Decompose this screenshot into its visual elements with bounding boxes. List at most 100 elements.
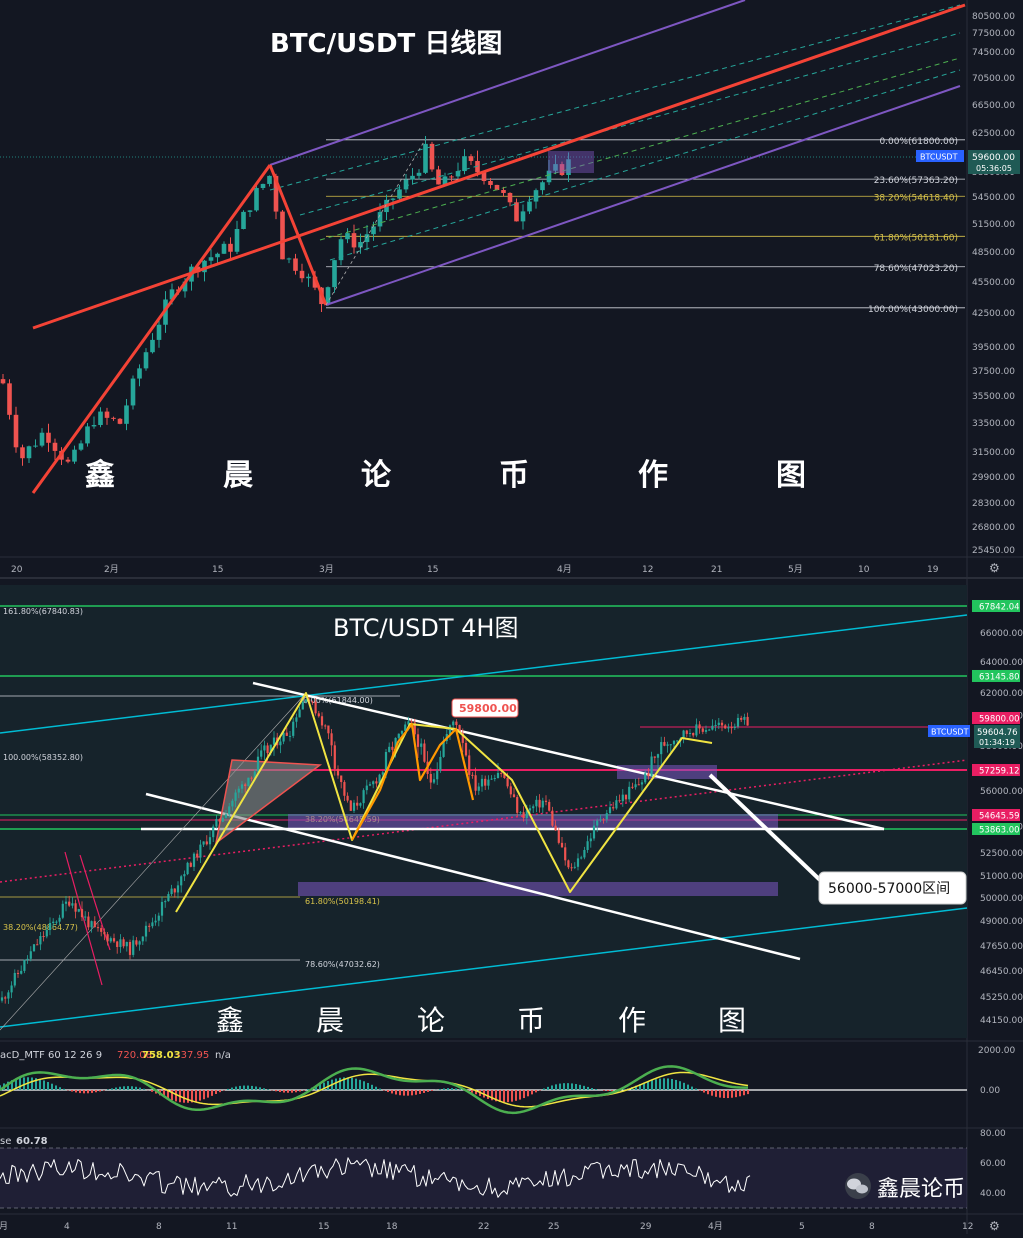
h4-candle (551, 811, 553, 826)
h4-candle (59, 918, 61, 922)
h4-candle (676, 740, 678, 741)
daily-y-tick-label: 26800.00 (972, 523, 1015, 533)
macd-histogram-bar (659, 1079, 661, 1090)
h4-candle (660, 742, 662, 754)
h4-x-tick-label: 29 (640, 1222, 652, 1232)
daily-candle (137, 368, 142, 378)
daily-candle (222, 244, 227, 254)
h4-candle (46, 930, 48, 936)
macd-histogram-bar (363, 1081, 365, 1090)
daily-candle (124, 405, 129, 423)
macd-histogram-bar (199, 1090, 201, 1101)
daily-settings-gear-icon[interactable]: ⚙ (989, 561, 1000, 575)
macd-histogram-bar (747, 1090, 749, 1094)
macd-histogram-bar (411, 1090, 413, 1095)
h4-candle (14, 973, 16, 986)
macd-histogram-bar (415, 1090, 417, 1095)
h4-level-tag-text: 67842.04 (979, 603, 1020, 613)
macd-histogram-bar (111, 1088, 113, 1090)
daily-y-tick-label: 37500.00 (972, 367, 1015, 377)
macd-histogram-bar (427, 1090, 429, 1092)
h4-candle (567, 860, 569, 867)
macd-histogram-bar (559, 1084, 561, 1090)
h4-y-tick-label: 45250.00 (980, 993, 1023, 1003)
daily-candle (111, 418, 116, 419)
h4-candle (251, 778, 253, 779)
h4-settings-gear-icon[interactable]: ⚙ (989, 1219, 1000, 1233)
h4-candle (75, 903, 77, 911)
daily-candle (228, 244, 233, 252)
h4-candle (468, 755, 470, 774)
macd-histogram-bar (579, 1085, 581, 1090)
macd-histogram-bar (651, 1080, 653, 1090)
daily-candle (248, 210, 253, 212)
h4-candle (81, 909, 83, 917)
h4-candle (263, 745, 265, 750)
macd-histogram-bar (127, 1086, 129, 1090)
macd-histogram-bar (335, 1079, 337, 1090)
rsi-band (0, 1148, 967, 1208)
macd-histogram-bar (255, 1087, 257, 1090)
h4-candle (129, 942, 131, 955)
h4-candle (33, 944, 35, 951)
daily-x-tick-label: 12 (642, 565, 653, 575)
daily-candle (345, 233, 350, 239)
h4-candle (235, 793, 237, 801)
h4-level-tag-text: 53863.00 (979, 826, 1020, 836)
h4-candle (155, 921, 157, 923)
daily-watermark-char: 晨 (223, 458, 254, 493)
macd-histogram-bar (295, 1090, 297, 1092)
macd-histogram-bar (515, 1090, 517, 1101)
rsi-label: se (0, 1136, 11, 1147)
macd-histogram-bar (107, 1089, 109, 1090)
macd-histogram-bar (611, 1090, 613, 1091)
daily-x-tick-label: 19 (927, 565, 939, 575)
h4-candle (625, 795, 627, 800)
macd-histogram-bar (75, 1090, 77, 1092)
h4-candle (100, 928, 102, 932)
h4-x-tick-label: 月 (0, 1221, 8, 1232)
macd-histogram-bar (339, 1078, 341, 1090)
h4-candle (299, 709, 301, 717)
h4-candle (747, 717, 749, 726)
daily-candle (131, 379, 136, 406)
daily-highlight-box (548, 151, 594, 173)
h4-candle (702, 728, 704, 731)
h4-candle (23, 960, 25, 971)
h4-candle (113, 938, 115, 941)
macd-histogram-bar (675, 1080, 677, 1090)
macd-histogram-bar (95, 1090, 97, 1092)
h4-fib-label: 61.80%(50198.41) (305, 897, 380, 906)
h4-candle (455, 722, 457, 725)
daily-y-tick-label: 48500.00 (972, 248, 1015, 258)
macd-histogram-bar (591, 1088, 593, 1090)
h4-candle (695, 724, 697, 735)
h4-level-tag-text: 59800.00 (979, 715, 1020, 725)
daily-candle (391, 199, 396, 200)
wechat-logo-icon (845, 1173, 871, 1199)
rsi-tick-40: 40.00 (980, 1189, 1006, 1199)
h4-candle (286, 733, 288, 736)
h4-candle (401, 731, 403, 734)
macd-histogram-bar (487, 1090, 489, 1099)
daily-candle (287, 258, 292, 259)
daily-candle (378, 212, 383, 226)
macd-histogram-bar (679, 1081, 681, 1090)
h4-candle (123, 939, 125, 946)
h4-candle (84, 917, 86, 918)
rsi-tick-60: 60.00 (980, 1159, 1006, 1169)
h4-price-pane (0, 585, 967, 1038)
h4-level-tag-text: 63145.80 (979, 672, 1020, 682)
daily-candle (261, 184, 266, 188)
h4-candle (465, 743, 467, 756)
h4-candle (555, 826, 557, 831)
h4-candle (411, 721, 413, 722)
h4-candle (529, 808, 531, 810)
h4-candle (436, 771, 438, 780)
h4-candle (596, 821, 598, 826)
daily-candle (514, 202, 519, 221)
macd-histogram-bar (523, 1090, 525, 1098)
daily-candle (404, 180, 409, 190)
daily-candle (534, 190, 539, 201)
daily-candle (79, 443, 84, 449)
